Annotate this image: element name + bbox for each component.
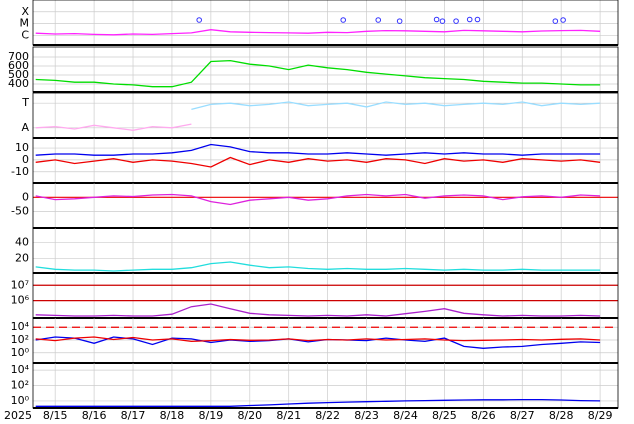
panel-frame [32, 182, 619, 229]
y-tick-label: -50 [11, 205, 29, 218]
y-tick-label: M [20, 17, 30, 30]
x-tick-label: 8/25 [432, 409, 457, 422]
y-tick-label: 10 [15, 141, 29, 154]
data-line [35, 156, 601, 168]
panel-frame [32, 46, 619, 93]
data-line [35, 143, 601, 156]
x-tick-label: 8/15 [43, 409, 68, 422]
flare-marker [560, 17, 566, 23]
flare-marker [396, 18, 403, 24]
x-tick-label: 8/27 [510, 409, 535, 422]
x-tick-label: 8/26 [471, 409, 496, 422]
data-line [35, 336, 601, 343]
flare-marker [552, 18, 559, 24]
data-line [35, 261, 601, 272]
data-line [35, 29, 601, 36]
y-tick-label: -10 [11, 165, 29, 178]
data-line [35, 193, 601, 206]
year-label: 2025 [4, 409, 32, 422]
y-tick-label: 10⁶ [11, 294, 30, 307]
y-tick-label: X [21, 5, 29, 18]
y-tick-label: 10⁴ [11, 320, 30, 333]
y-tick-label: 20 [15, 252, 29, 265]
y-tick-label: C [21, 28, 29, 41]
data-line [35, 59, 601, 88]
y-tick-label: 600 [8, 59, 29, 72]
y-tick-label: 10⁷ [11, 278, 29, 291]
y-tick-label: 40 [15, 235, 29, 248]
y-tick-label: 10² [11, 379, 29, 392]
y-tick-label: 700 [8, 50, 29, 63]
x-tick-label: 8/29 [588, 409, 613, 422]
y-tick-label: 400 [8, 77, 29, 90]
x-tick-label: 8/24 [393, 409, 418, 422]
y-tick-label: 10⁴ [11, 363, 30, 376]
x-tick-label: 8/28 [549, 409, 574, 422]
x-tick-label: 8/18 [160, 409, 185, 422]
data-line [191, 101, 601, 111]
data-line [35, 123, 192, 131]
panel-frame [32, 0, 619, 46]
y-tick-label: 0 [22, 153, 29, 166]
y-tick-label: 500 [8, 68, 29, 81]
x-tick-label: 8/20 [237, 409, 262, 422]
y-tick-label: 10⁰ [11, 346, 30, 359]
flare-marker [433, 16, 440, 23]
flare-marker [453, 18, 459, 24]
panel-frame [32, 272, 619, 319]
panel-frame [32, 317, 619, 364]
flare-marker [439, 18, 446, 24]
panel-frame [32, 92, 619, 139]
y-tick-label: A [21, 121, 29, 134]
x-tick-label: 8/17 [121, 409, 146, 422]
data-line [35, 303, 601, 317]
flare-marker [474, 16, 481, 23]
y-tick-label: 10⁰ [11, 394, 30, 407]
flare-marker [466, 16, 473, 23]
flare-marker [340, 17, 347, 23]
x-tick-label: 8/16 [82, 409, 107, 422]
y-tick-label: 10² [11, 333, 29, 346]
panel-frame [32, 227, 619, 274]
flare-marker [196, 17, 202, 23]
x-tick-label: 8/19 [199, 409, 224, 422]
x-tick-label: 8/23 [354, 409, 379, 422]
y-tick-label: T [21, 96, 29, 109]
data-line [35, 398, 601, 407]
x-tick-label: 8/21 [276, 409, 301, 422]
y-tick-label: 0 [22, 190, 29, 203]
x-tick-label: 8/22 [315, 409, 340, 422]
flare-marker [375, 17, 382, 23]
